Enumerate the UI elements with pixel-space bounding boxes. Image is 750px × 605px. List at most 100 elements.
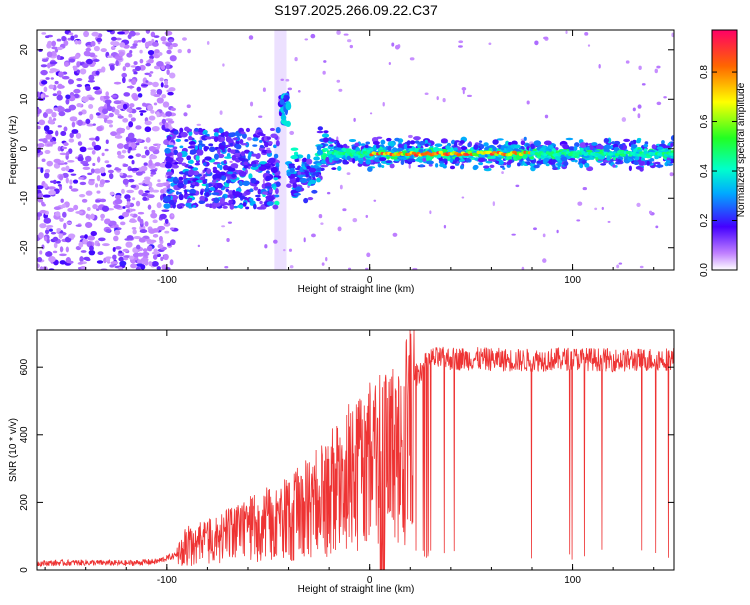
spectrogram-noise-cell — [65, 177, 69, 184]
snr-ytick-label: 0 — [19, 567, 30, 573]
spectrogram-faint-cell — [262, 87, 266, 92]
spectrogram-band-cell — [473, 164, 479, 170]
spectrogram-noise-cell — [109, 191, 115, 196]
spectrogram-noise-cell — [149, 71, 154, 74]
spectrogram-noise-cell — [129, 49, 133, 54]
spectrogram-faint-cell — [169, 44, 173, 48]
spectrogram-band-cell — [390, 156, 398, 160]
spectrogram-band-cell — [424, 143, 429, 147]
spectrogram-band-cell — [189, 159, 194, 165]
spectrogram-noise-cell — [38, 232, 44, 239]
spectrogram-band-cell — [526, 161, 531, 166]
spectrogram-noise-cell — [132, 197, 136, 201]
spectrogram-noise-cell — [132, 229, 137, 235]
spectrogram-noise-cell — [41, 203, 46, 207]
spectrogram-band-cell — [206, 168, 212, 175]
spectrogram-band-cell — [425, 155, 433, 162]
spectrogram-noise-cell — [47, 130, 54, 135]
spectrogram-noise-cell — [148, 261, 153, 267]
spectrogram-faint-cell — [343, 33, 349, 36]
spectrogram-noise-cell — [154, 162, 161, 167]
spectrogram-noise-cell — [126, 85, 135, 89]
spectrogram-noise-cell — [150, 174, 154, 177]
spectrogram-noise-cell — [93, 144, 102, 151]
spectrogram-noise-cell — [101, 205, 110, 212]
spectrogram-noise-cell — [86, 123, 94, 127]
spectrogram-band-cell — [488, 158, 496, 162]
colorbar: 0.0 0.2 0.4 0.6 0.8 Normalized spectral ampl… — [699, 29, 747, 277]
spectrogram-band-cell — [165, 171, 173, 176]
spectrogram-noise-cell — [139, 218, 144, 225]
spectrogram-faint-cell — [488, 42, 492, 46]
spectrogram-noise-cell — [87, 79, 96, 83]
spectrogram-noise-cell — [142, 248, 148, 253]
spectrogram-noise-cell — [72, 179, 79, 184]
spectrogram-band-cell — [270, 133, 278, 138]
spectrogram-noise-cell — [85, 118, 91, 125]
spectrogram-noise-cell — [67, 159, 75, 163]
spectrogram-band-cell — [286, 171, 291, 177]
spectrogram-band-cell — [634, 159, 638, 165]
spectrogram-noise-cell — [76, 83, 83, 88]
spectrogram-noise-cell — [128, 113, 133, 118]
spectrogram-noise-cell — [163, 84, 169, 89]
spectrogram-faint-cell — [326, 191, 331, 195]
spectrogram-band-cell — [670, 135, 674, 141]
spectrogram-noise-cell — [78, 241, 84, 248]
spectrogram-noise-cell — [121, 211, 130, 218]
spectrogram-band-cell — [656, 146, 664, 150]
spectrogram-noise-cell — [164, 267, 171, 270]
spectrogram-noise-cell — [48, 84, 54, 90]
spectrogram-noise-cell — [71, 121, 76, 128]
spectrogram-noise-cell — [135, 107, 142, 110]
spectrogram-faint-cell — [258, 115, 263, 118]
spectrogram-faint-cell — [621, 117, 627, 122]
spectrogram-band-cell — [229, 194, 234, 199]
spectrogram-noise-cell — [37, 216, 41, 221]
spectrogram-noise-cell — [95, 199, 101, 203]
spectrogram-band-cell — [530, 143, 535, 150]
spectrogram-noise-cell — [152, 189, 160, 193]
spectrogram-band-cell — [428, 149, 432, 153]
spectrogram-noise-cell — [145, 62, 151, 67]
spectrogram-band-cell — [505, 140, 510, 147]
spectrogram-noise-cell — [89, 245, 94, 251]
spectrogram-noise-cell — [92, 204, 98, 210]
spectrogram-noise-cell — [59, 260, 66, 265]
spectrogram-band-cell — [630, 144, 638, 149]
spectrogram-band-cell — [183, 178, 188, 185]
spectrogram-noise-cell — [40, 64, 48, 68]
spectrogram-noise-cell — [143, 162, 148, 166]
spectrogram-noise-cell — [132, 252, 140, 258]
spectrogram-band-cell — [365, 141, 371, 145]
spectrogram-noise-cell — [96, 190, 101, 194]
spectrogram-noise-cell — [126, 175, 133, 178]
spectrogram-band-cell — [670, 150, 674, 154]
spectrogram-noise-cell — [165, 63, 170, 70]
spectrogram-band-cell — [204, 192, 210, 197]
spectrogram-noise-cell — [157, 243, 164, 249]
spectrogram-noise-cell — [66, 221, 72, 225]
spectrogram-band-cell — [225, 179, 232, 184]
spectrogram-noise-cell — [64, 61, 70, 67]
spectrogram-band-cell — [227, 171, 234, 175]
spectrogram-band-cell — [267, 141, 273, 145]
spectrogram-band-cell — [309, 179, 317, 185]
spectrogram-band-cell — [454, 156, 460, 162]
spectrogram-noise-cell — [47, 40, 53, 47]
spectrogram-faint-cell — [285, 78, 290, 82]
spectrogram-noise-cell — [110, 94, 118, 98]
spectrogram-noise-cell — [135, 200, 141, 207]
spectrogram-noise-cell — [84, 234, 88, 239]
spectrogram-noise-cell — [126, 189, 135, 194]
spectrogram-band-cell — [258, 128, 263, 134]
spectrogram-noise-cell — [163, 253, 169, 261]
snr-frame — [36, 329, 675, 571]
spectrogram-noise-cell — [90, 213, 95, 220]
spectrogram-noise-cell — [122, 248, 129, 253]
spectrogram-noise-cell — [152, 81, 159, 88]
spectrogram-band-cell — [409, 140, 416, 145]
spectrogram-noise-cell — [101, 152, 105, 157]
spectrogram-band-cell — [333, 157, 340, 161]
spectrogram-noise-cell — [68, 79, 75, 85]
